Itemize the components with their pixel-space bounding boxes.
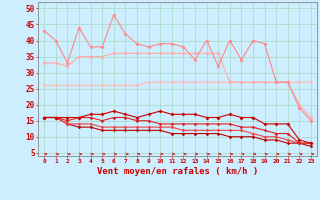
X-axis label: Vent moyen/en rafales ( km/h ): Vent moyen/en rafales ( km/h ) bbox=[97, 167, 258, 176]
